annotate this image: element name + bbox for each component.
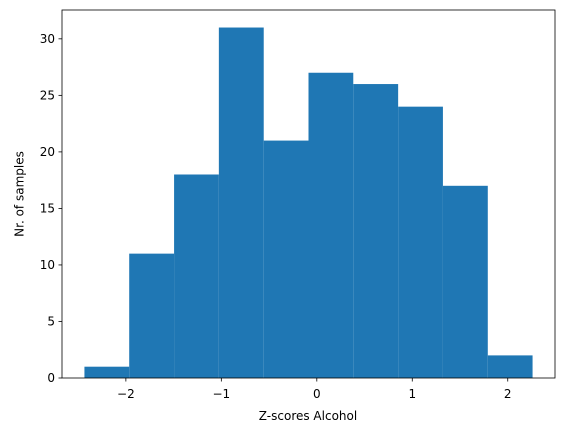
bar [353, 84, 399, 378]
bar [84, 366, 130, 378]
y-tick-label: 5 [47, 314, 55, 328]
x-tick-label: 0 [313, 387, 321, 401]
plot-frame [61, 9, 556, 379]
y-tick-label: 30 [40, 32, 55, 46]
x-axis-label: Z-scores Alcohol [259, 409, 357, 423]
x-tick-label: 1 [408, 387, 416, 401]
y-tick-label: 25 [40, 88, 55, 102]
bar [129, 253, 175, 378]
y-tick-label: 15 [40, 201, 55, 215]
y-tick-label: 20 [40, 145, 55, 159]
bar [487, 355, 533, 378]
x-tick-label: 2 [504, 387, 512, 401]
bar [398, 106, 443, 378]
bar [263, 140, 309, 378]
bar [308, 72, 354, 378]
y-axis-label: Nr. of samples [13, 151, 27, 237]
bar [442, 185, 488, 378]
y-tick-label: 0 [47, 371, 55, 385]
bar [174, 174, 219, 378]
bar [218, 27, 264, 379]
y-tick-label: 10 [40, 258, 55, 272]
x-tick-label: −2 [117, 387, 135, 401]
x-tick-label: −1 [212, 387, 230, 401]
